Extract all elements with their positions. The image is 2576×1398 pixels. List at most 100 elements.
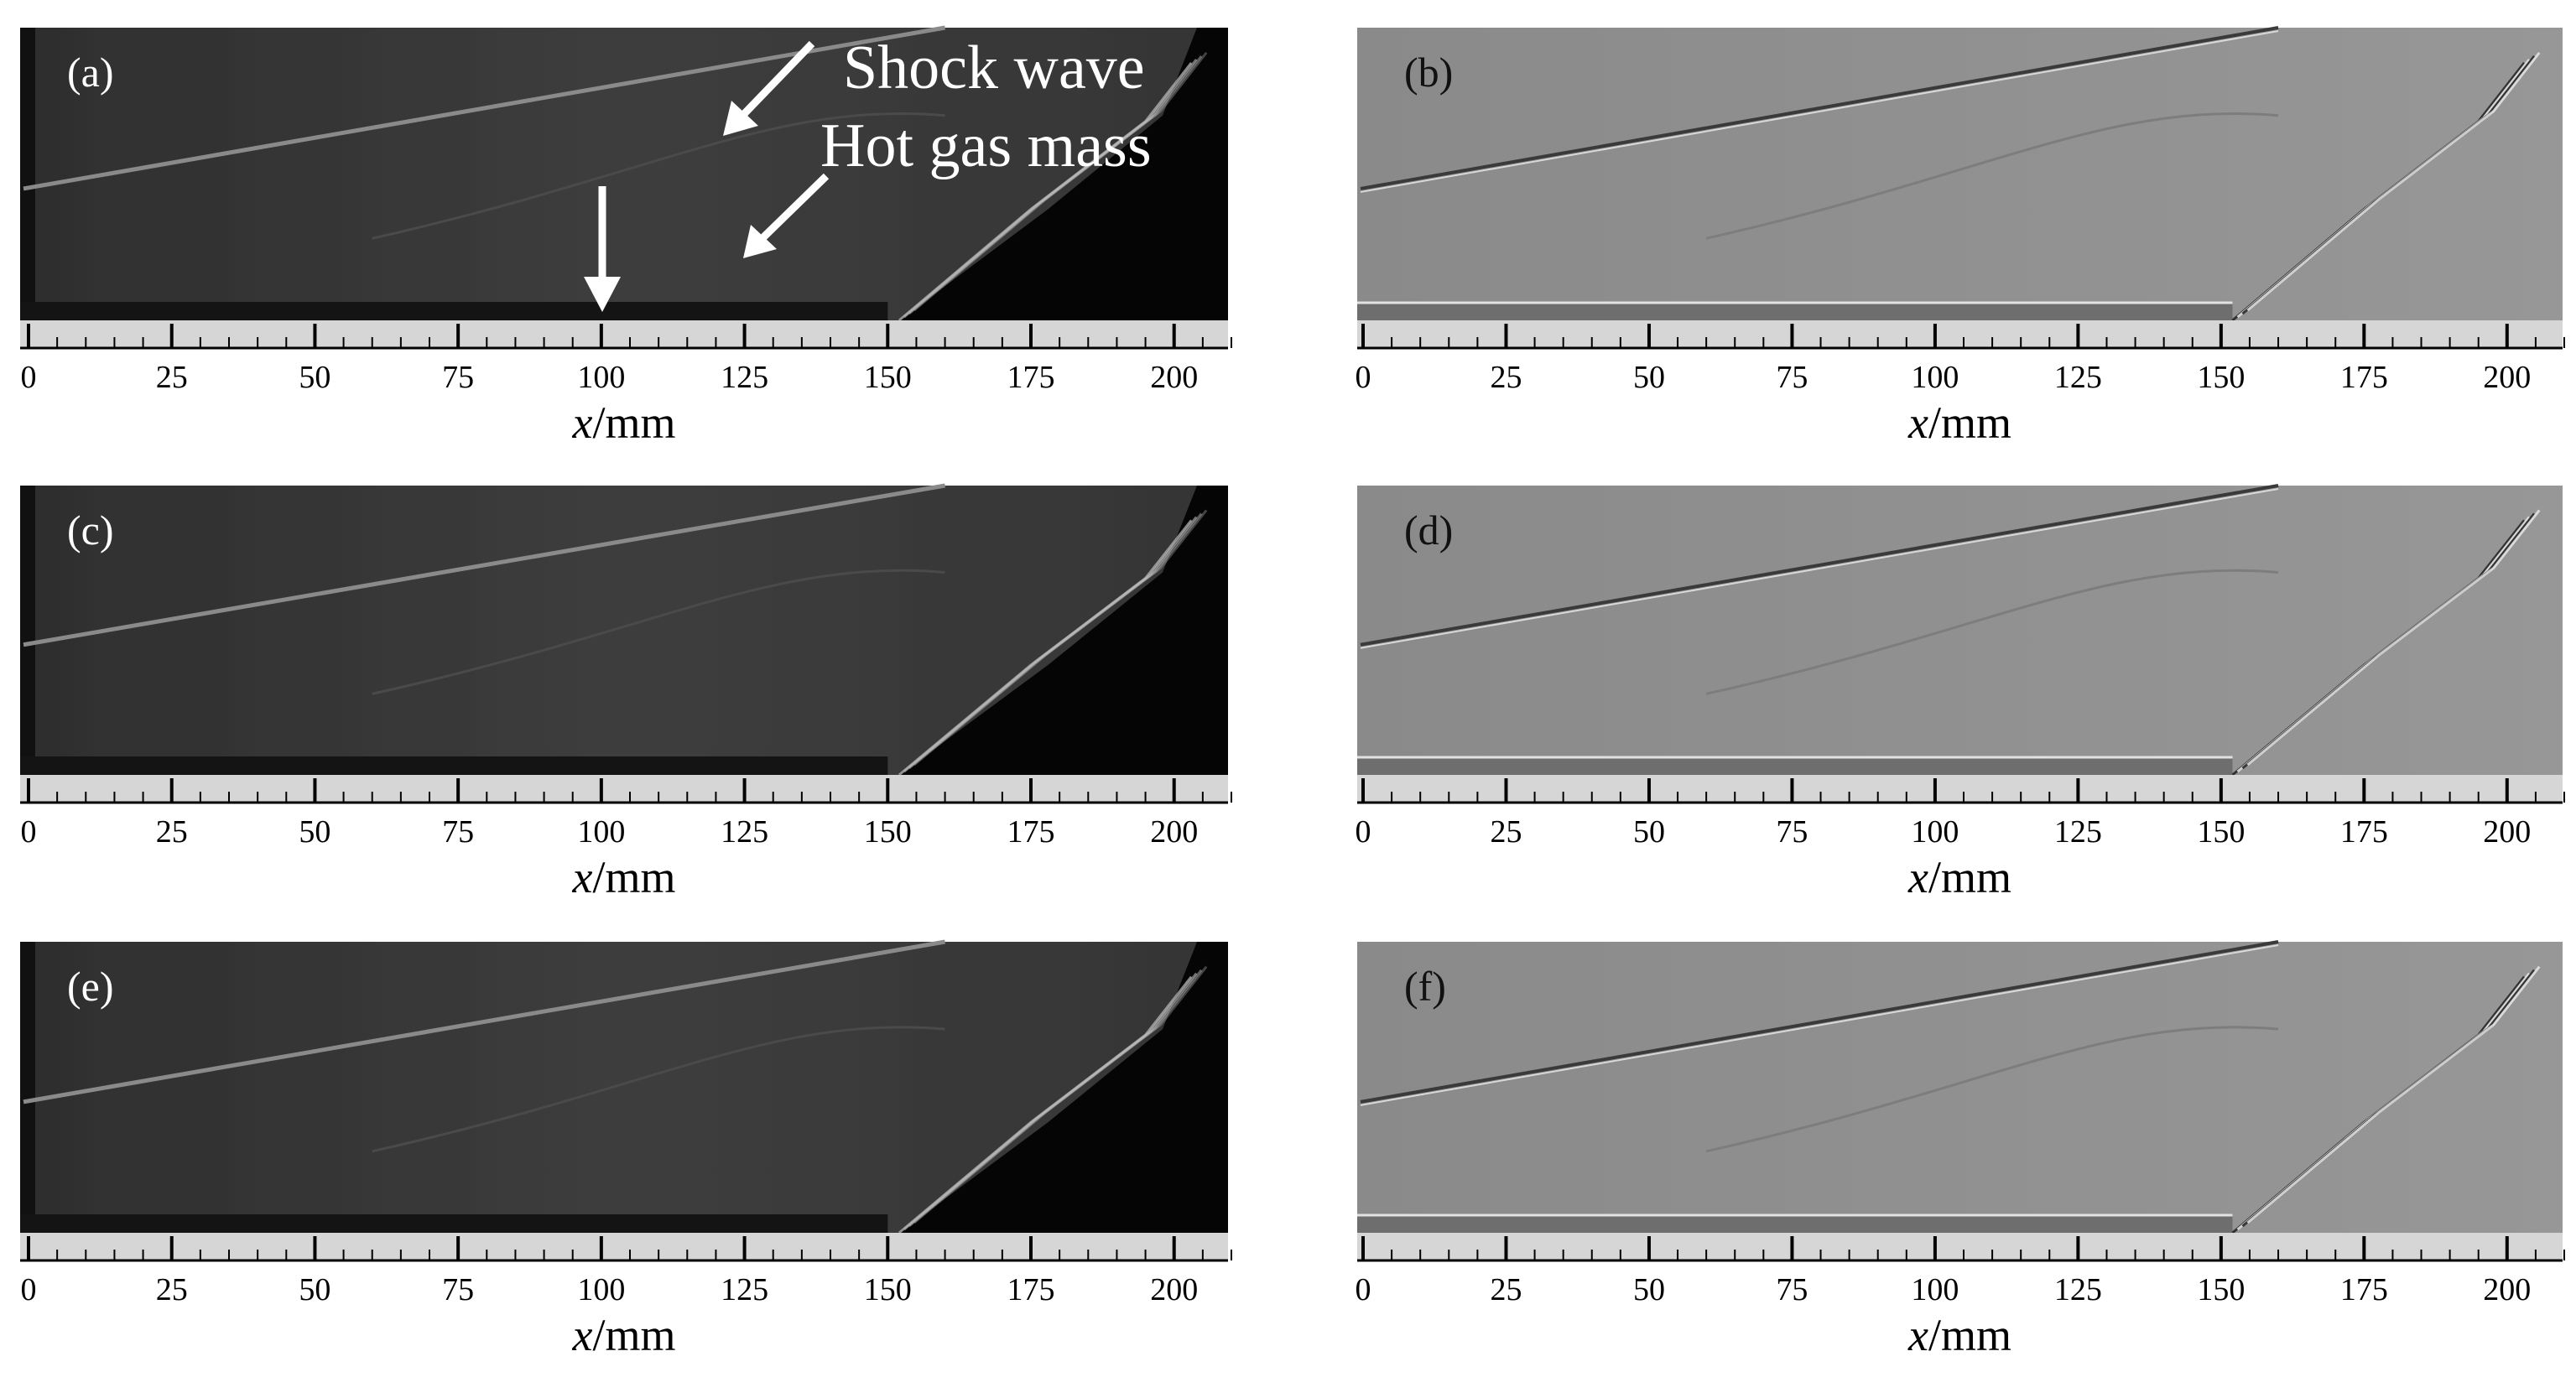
tick-label: 50 (299, 814, 330, 850)
tick-label: 25 (156, 814, 188, 850)
reflected-shock (913, 509, 1208, 767)
hot-gas-boundary (1705, 1026, 2279, 1153)
tick-label: 200 (1150, 1272, 1198, 1307)
ruler-strip (1357, 320, 2563, 348)
panel-f: 0 25 50 75 100 125 150 175 200 x/mm (f) (1356, 940, 2565, 1360)
tick-label: 50 (299, 360, 330, 395)
hot-gas-boundary (372, 569, 945, 695)
tick-label: 200 (1150, 814, 1198, 850)
tick-label: 25 (156, 360, 188, 395)
oblique-shock (23, 25, 946, 191)
left-edge (20, 942, 35, 1233)
shock-wave-label: Shock wave (843, 34, 1145, 102)
ruler-strip (20, 1233, 1228, 1260)
tick-label: 175 (2340, 814, 2388, 850)
tick-label: 75 (1776, 814, 1808, 850)
reflected-shock (908, 512, 1203, 770)
expansion-region (898, 486, 1228, 775)
panel-label: (c) (67, 507, 114, 553)
tick-label: 125 (721, 360, 768, 395)
tick-label: 75 (442, 1272, 474, 1307)
ruler-strip (20, 320, 1228, 348)
wall-boundary-layer (20, 756, 888, 775)
image-background (1357, 28, 2563, 320)
wall-boundary-layer (20, 1214, 888, 1233)
tick-label: 175 (1007, 360, 1055, 395)
reflected-shock (903, 58, 1198, 319)
expansion-region (898, 28, 1228, 320)
tick-label: 200 (2483, 360, 2531, 395)
tick-label: 125 (2054, 814, 2102, 850)
tick-label: 75 (1776, 1272, 1808, 1307)
image-background (1357, 942, 2563, 1233)
x-axis-label: x/mm (1907, 1310, 2011, 1360)
reflected-shock (903, 516, 1198, 773)
image-background (1357, 486, 2563, 775)
panel-d: 0 25 50 75 100 125 150 175 200 x/mm (d) (1356, 484, 2565, 902)
panel-label: (f) (1404, 963, 1446, 1010)
tick-label: 75 (1776, 360, 1808, 395)
wall-boundary-layer (1357, 1216, 2233, 1233)
panel-label: (a) (67, 49, 114, 96)
reflected-shock (908, 969, 1203, 1228)
x-axis-label: x/mm (1907, 852, 2011, 902)
tick-label: 25 (1490, 814, 1522, 850)
tick-label: 50 (1633, 1272, 1665, 1307)
tick-label: 200 (2483, 814, 2531, 850)
reflected-shock (913, 51, 1208, 312)
left-edge (20, 28, 35, 320)
tick-label: 125 (2054, 1272, 2102, 1307)
annotation-layer: Shock wave Hot gas mass (584, 34, 1152, 312)
oblique-shock (1360, 26, 2279, 190)
reflected-shock (2246, 51, 2541, 312)
tick-label: 0 (1356, 814, 1371, 850)
ruler-strip (1357, 1233, 2563, 1260)
tick-label: 75 (442, 814, 474, 850)
wall-boundary-layer (20, 302, 888, 320)
tick-label: 75 (442, 360, 474, 395)
x-axis-label: x/mm (572, 1310, 676, 1360)
hot-gas-arrow (743, 173, 830, 258)
tick-label: 100 (1911, 1272, 1959, 1307)
tick-label: 175 (2340, 1272, 2388, 1307)
tick-label: 175 (1007, 1272, 1055, 1307)
tick-label: 50 (1633, 360, 1665, 395)
tick-label: 150 (864, 814, 912, 850)
oblique-shock (23, 483, 945, 647)
tick-label: 100 (577, 360, 625, 395)
tick-label: 100 (1911, 814, 1959, 850)
tick-label: 100 (1911, 360, 1959, 395)
shock-wave-arrow (723, 40, 815, 136)
tick-label: 0 (21, 814, 37, 850)
reflected-shock (903, 972, 1198, 1231)
hot-gas-boundary (372, 1026, 945, 1153)
wall-boundary-layer (1357, 304, 2233, 320)
ruler-strip (1357, 775, 2563, 803)
reflected-shock (913, 965, 1208, 1224)
tick-label: 150 (2197, 360, 2245, 395)
hot-gas-boundary (1705, 112, 2279, 240)
panel-a: 0 25 50 75 100 125 150 175 200 x/mm (a) (20, 25, 1232, 448)
ruler-strip (20, 775, 1228, 803)
tick-label: 0 (1356, 360, 1371, 395)
tick-label: 150 (2197, 814, 2245, 850)
tick-label: 175 (1007, 814, 1055, 850)
panel-label: (d) (1404, 507, 1453, 553)
tick-label: 100 (577, 814, 625, 850)
x-axis-label: x/mm (572, 398, 676, 448)
reflected-shock (908, 55, 1203, 315)
hot-gas-mass-label: Hot gas mass (820, 112, 1152, 180)
tick-label: 25 (156, 1272, 188, 1307)
panel-c: 0 25 50 75 100 125 150 175 200 x/mm (c) (20, 483, 1232, 902)
x-axis-label: x/mm (1907, 398, 2011, 448)
tick-label: 0 (21, 1272, 37, 1307)
tick-label: 25 (1490, 1272, 1522, 1307)
tick-label: 0 (1356, 1272, 1371, 1307)
reflected-shock (2246, 509, 2541, 767)
hot-gas-boundary (372, 112, 945, 240)
tick-label: 150 (864, 1272, 912, 1307)
tick-label: 50 (1633, 814, 1665, 850)
oblique-shock (1360, 484, 2279, 647)
panel-b: 0 25 50 75 100 125 150 175 200 x/mm (b) (1356, 26, 2565, 448)
